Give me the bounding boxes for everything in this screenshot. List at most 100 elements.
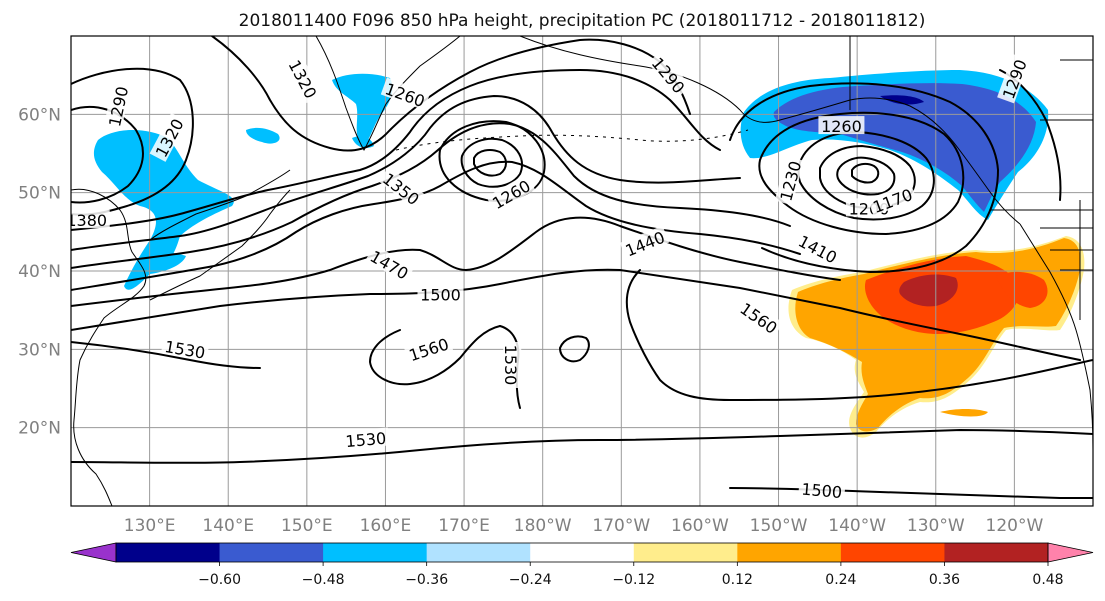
contour-1500-south [729, 487, 1093, 499]
contour-1530-south [71, 429, 1093, 464]
colorbar-tick-label: −0.12 [612, 572, 655, 588]
contour-1560-east [625, 269, 1093, 401]
contour-1290-west [71, 67, 194, 216]
colorbar-segment [944, 543, 1049, 562]
contour-label-bg [380, 77, 431, 111]
colorbar-segment [426, 543, 531, 562]
contour-1500 [71, 268, 1081, 361]
contour-label-bg [486, 174, 536, 213]
colorbar-arrow-high [1047, 542, 1094, 563]
contour-label-bg [160, 335, 210, 362]
contour-label-bg [818, 116, 865, 135]
colorbar-tick-label: −0.60 [198, 572, 241, 588]
precip-asia-light-blue [93, 129, 234, 290]
lon-tick-label: 120°W [986, 516, 1044, 536]
contour-1410 [71, 122, 791, 269]
contour-label: 1500 [798, 478, 846, 502]
colorbar-segment [840, 543, 945, 562]
colorbar-segment [737, 543, 842, 562]
lon-tick-label: 180°W [514, 516, 572, 536]
colorbar-tick-label: 0.24 [825, 572, 856, 588]
contour-label-bg [285, 54, 323, 104]
colorbar-segment [530, 543, 635, 562]
contour-1200-alaska [819, 145, 916, 209]
lat-tick-label: 60°N [18, 105, 61, 125]
lon-tick-label: 150°W [750, 516, 808, 536]
colorbar-segment [633, 543, 738, 562]
colorbar-tick-label: −0.24 [509, 572, 552, 588]
lon-tick-label: 170°W [592, 516, 650, 536]
contour-label-text: 1500 [801, 480, 843, 502]
contour-label: 1530 [501, 342, 522, 388]
contour-1230-low-ring [473, 149, 507, 177]
coast-north-america-west [1019, 223, 1093, 451]
colorbar-tick-label: 0.36 [929, 572, 960, 588]
contour-label-bg [867, 183, 917, 216]
height-contours [71, 36, 1093, 499]
colorbar-arrow-low [70, 542, 117, 563]
lon-tick-label: 130°E [124, 516, 176, 536]
contour-label-text: 1260 [821, 117, 862, 136]
contour-1470 [71, 216, 841, 307]
lat-tick-label: 50°N [18, 184, 61, 204]
lon-tick-label: 150°E [281, 516, 333, 536]
colorbar-segment [323, 543, 428, 562]
contour-label-bg [774, 156, 805, 206]
contour-label-text: 1530 [501, 345, 520, 386]
lon-tick-label: 160°E [360, 516, 412, 536]
coast-korea-china [149, 169, 291, 241]
latitude-labels: 20°N 30°N 40°N 50°N 60°N [18, 105, 61, 438]
contour-1290-low-ring [460, 137, 523, 188]
contour-label: 1530 [342, 427, 390, 451]
colorbar-segment [116, 543, 221, 562]
lon-tick-label: 160°W [671, 516, 729, 536]
contour-label-text: 1380 [66, 211, 107, 230]
contour-label-text: 1530 [345, 429, 387, 451]
contour-label-bg [365, 244, 415, 284]
lat-tick-label: 20°N [18, 419, 61, 439]
colorbar-tick-label: 0.12 [722, 572, 753, 588]
contour-label: 1530 [160, 335, 210, 363]
coast-kamchatka [315, 36, 461, 151]
precip-small-blue-a [246, 127, 280, 144]
contour-1350 [71, 69, 721, 231]
lon-tick-label: 140°E [202, 516, 254, 536]
contour-label-bg [997, 54, 1030, 104]
lat-tick-label: 40°N [18, 262, 61, 282]
contour-label-bg [798, 478, 846, 501]
contour-label: 1260 [818, 116, 865, 136]
colorbar-tick-label: −0.36 [405, 572, 448, 588]
contour-1530-west [71, 341, 261, 369]
figure-title: 2018011400 F096 850 hPa height, precipit… [239, 11, 926, 31]
coast-asia [71, 188, 147, 506]
coast-canada-borders [849, 36, 1093, 211]
contour-label-bg [103, 81, 131, 131]
lat-tick-label: 30°N [18, 340, 61, 360]
lon-tick-label: 170°E [438, 516, 490, 536]
precip-east-coast-redorange [996, 271, 1048, 308]
contour-label: 1500 [417, 284, 464, 305]
colorbar-tick-label: 0.48 [1032, 572, 1063, 588]
contour-label-bg [647, 51, 691, 98]
contour-label-bg [342, 427, 390, 450]
contour-label-bg [403, 332, 454, 365]
contour-label-bg [793, 229, 843, 267]
precip-east-pacific-brick [899, 274, 958, 307]
contour-label-bg [378, 166, 426, 210]
map-frame [70, 35, 1094, 507]
contour-label: 1380 [66, 210, 110, 230]
lon-tick-label: 130°W [907, 516, 965, 536]
contour-label-bg [503, 342, 522, 388]
contour-1260-alaska [758, 111, 965, 235]
colorbar-tick-label: −0.48 [302, 572, 345, 588]
contour-1380 [71, 95, 741, 251]
contour-label-text: 1500 [420, 286, 461, 305]
coastlines [71, 36, 1093, 506]
coast-alaska [519, 36, 1021, 225]
contour-1440 [71, 160, 801, 291]
contour-1290-alaska [729, 82, 999, 273]
contour-1170-alaska [836, 156, 896, 196]
precip-kamchatka-blue [332, 73, 393, 146]
contour-1560-small-ring [559, 335, 590, 363]
